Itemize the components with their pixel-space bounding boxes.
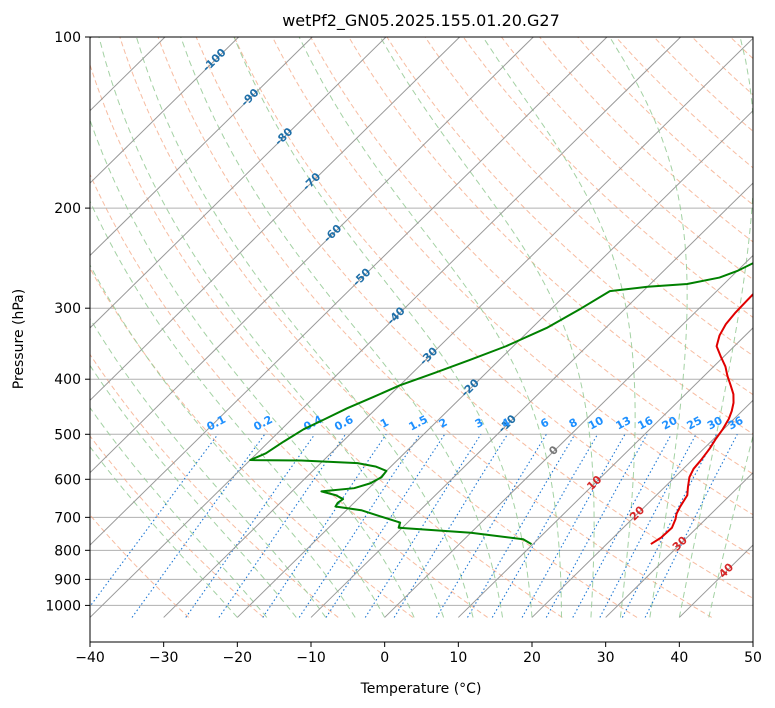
moist-adiabat — [90, 406, 268, 618]
isotherm — [384, 254, 753, 618]
dry-adiabat — [90, 353, 339, 618]
dry-adiabat — [195, 37, 753, 599]
mixing-ratio-line — [545, 434, 648, 618]
dry-adiabat — [501, 37, 753, 281]
moist-adiabat — [678, 37, 753, 618]
x-tick-label: −10 — [296, 650, 326, 666]
moist-adiabat — [708, 434, 753, 618]
mixing-ratio-line — [185, 433, 316, 618]
moist-adiabat — [98, 37, 445, 618]
mixing-ratio-label: 30 — [705, 414, 725, 433]
dry-adiabat — [386, 37, 753, 396]
y-axis: 100 200 300 400 500 600 700 800 900 1000 — [45, 30, 90, 614]
x-tick-label: 0 — [380, 650, 389, 666]
mixing-ratio-line — [325, 433, 446, 618]
dry-adiabat — [90, 173, 488, 618]
x-tick-label: 50 — [744, 650, 762, 666]
moist-adiabat — [90, 364, 297, 618]
mixing-ratio-line — [572, 434, 672, 618]
mixing-ratio-label: 20 — [660, 414, 680, 433]
moist-adiabat — [90, 118, 415, 618]
y-tick-label: 500 — [54, 427, 81, 443]
moist-adiabat — [298, 37, 562, 618]
mixing-ratio-label: 25 — [685, 414, 705, 433]
x-tick-label: 10 — [449, 650, 467, 666]
x-tick-label: −20 — [223, 650, 253, 666]
x-tick-label: 40 — [670, 650, 688, 666]
moist-adiabat — [379, 37, 595, 618]
temperature-profile-line — [650, 292, 753, 545]
mixing-ratio-line — [644, 434, 738, 618]
moist-adiabat — [90, 445, 238, 618]
isotherm — [605, 471, 753, 618]
plot-frame — [89, 36, 754, 643]
moist-adiabat — [180, 37, 504, 618]
moist-adiabat — [482, 37, 636, 618]
y-tick-label: 700 — [54, 510, 81, 526]
dry-adiabat — [577, 37, 753, 206]
isotherm — [163, 37, 753, 618]
isotherm — [90, 37, 682, 618]
isotherm — [457, 327, 753, 618]
moist-adiabat — [90, 200, 386, 618]
dry-adiabat — [233, 37, 753, 557]
isotherm — [90, 37, 240, 184]
isotherm — [310, 182, 753, 618]
mixing-ratio-line — [131, 433, 266, 618]
moist-adiabat — [90, 263, 356, 618]
dry-adiabat — [90, 63, 563, 618]
mixing-ratio-label: 36 — [726, 414, 746, 433]
chart-title: wetPf2_GN05.2025.155.01.20.G27 — [282, 11, 560, 31]
dry-adiabat — [310, 37, 753, 475]
mixing-ratio-label: 16 — [636, 414, 656, 433]
x-tick-label: −40 — [75, 650, 105, 666]
isotherm — [236, 109, 753, 618]
y-tick-label: 800 — [54, 543, 81, 559]
dry-adiabat — [119, 37, 638, 618]
dry-adiabat — [157, 37, 712, 618]
y-tick-label: 900 — [54, 572, 81, 588]
isotherms — [90, 37, 753, 618]
mixing-ratio-line — [90, 433, 219, 608]
profile-series — [249, 262, 753, 545]
y-tick-label: 300 — [54, 301, 81, 317]
moist-adiabat — [135, 37, 474, 618]
isotherm — [90, 37, 534, 474]
x-tick-label: 30 — [597, 650, 615, 666]
y-tick-label: 600 — [54, 472, 81, 488]
x-axis: −40 −30 −20 −10 0 10 20 30 40 50 — [75, 642, 762, 666]
dry-adiabat — [90, 435, 264, 618]
moist-adiabat — [609, 37, 688, 618]
isotherm — [531, 399, 753, 618]
x-axis-title: Temperature (°C) — [360, 681, 482, 697]
moist-adiabat — [233, 37, 533, 618]
mixing-ratio-line — [491, 434, 599, 618]
y-tick-label: 100 — [54, 30, 81, 46]
mixing-ratio-line — [298, 433, 421, 618]
isotherm — [90, 37, 608, 546]
dry-adiabat — [462, 37, 753, 319]
dewpoint-profile-line — [249, 262, 753, 545]
y-tick-label: 200 — [54, 201, 81, 217]
mixing-ratio-line — [521, 434, 626, 618]
plot-area: -100-90-80-70-60-50-40-30-20-10010203040… — [90, 37, 753, 642]
plot-background — [90, 37, 753, 642]
moist-adiabats — [90, 37, 753, 618]
isotherm — [90, 37, 387, 329]
mixing-ratio-line — [435, 434, 547, 618]
isotherm — [90, 37, 313, 257]
isotherm — [90, 37, 461, 401]
y-axis-title: Pressure (hPa) — [11, 289, 27, 389]
x-tick-label: −30 — [149, 650, 179, 666]
mixing-ratio-label: 10 — [586, 414, 606, 433]
pressure-grid — [90, 37, 753, 606]
x-tick-label: 20 — [523, 650, 541, 666]
y-tick-label: 1000 — [45, 598, 81, 614]
moist-adiabat — [90, 317, 327, 618]
y-tick-label: 400 — [54, 372, 81, 388]
mixing-ratio-label: 13 — [614, 414, 634, 433]
mixing-ratio-line — [467, 434, 576, 618]
